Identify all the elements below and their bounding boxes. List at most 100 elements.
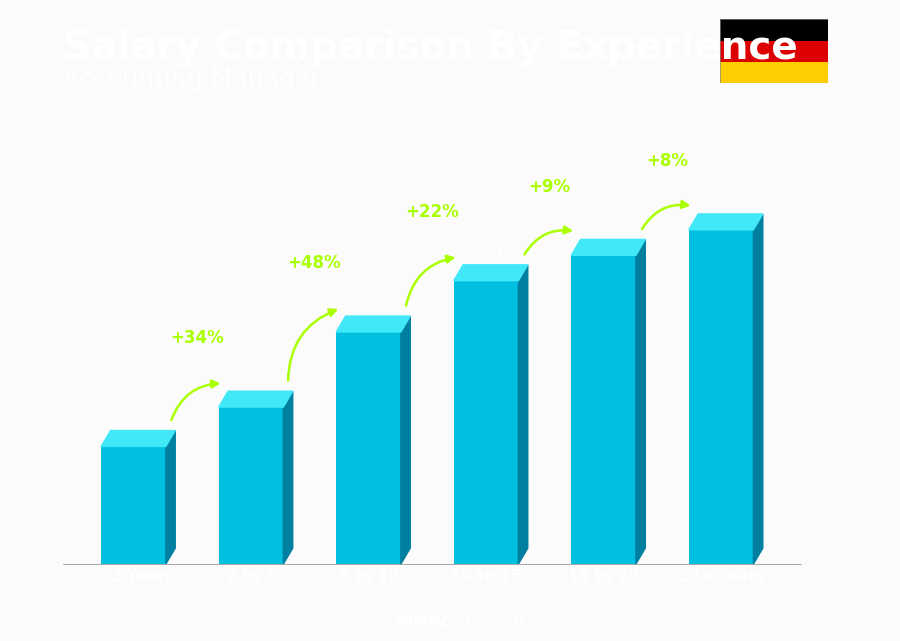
Bar — [0, 250, 900, 256]
Bar — [0, 256, 900, 263]
Bar — [0, 295, 900, 301]
Bar — [0, 487, 900, 494]
Bar — [0, 564, 900, 570]
Polygon shape — [572, 239, 645, 255]
Bar — [0, 45, 900, 51]
Bar — [0, 64, 900, 71]
Bar — [0, 397, 900, 404]
Bar — [0, 160, 900, 167]
Text: +8%: +8% — [646, 152, 688, 171]
Bar — [0, 615, 900, 622]
Bar — [0, 288, 900, 295]
Text: 7,130 EUR: 7,130 EUR — [456, 246, 526, 259]
Bar — [0, 417, 900, 423]
Bar — [0, 96, 900, 103]
Bar — [0, 468, 900, 474]
Bar — [0, 538, 900, 545]
Bar — [0, 327, 900, 333]
Text: 7,770 EUR: 7,770 EUR — [573, 221, 643, 233]
Bar — [0, 449, 900, 455]
Bar — [0, 282, 900, 288]
Bar — [0, 410, 900, 417]
Bar — [0, 179, 900, 186]
Bar — [0, 404, 900, 410]
Bar — [720, 19, 828, 40]
Bar — [0, 320, 900, 327]
Bar — [0, 77, 900, 83]
Text: salaryexplorer.com: salaryexplorer.com — [377, 613, 523, 628]
Text: 5,840 EUR: 5,840 EUR — [338, 297, 408, 310]
Bar — [0, 353, 900, 359]
Bar — [0, 212, 900, 218]
Polygon shape — [454, 265, 527, 281]
Bar — [720, 62, 828, 83]
Bar — [0, 147, 900, 154]
Bar — [0, 603, 900, 609]
Text: +22%: +22% — [405, 203, 459, 221]
Polygon shape — [101, 431, 176, 446]
Bar — [0, 32, 900, 38]
Bar — [0, 391, 900, 397]
Bar — [0, 237, 900, 244]
Text: 8,410 EUR: 8,410 EUR — [691, 195, 760, 208]
Bar — [0, 423, 900, 429]
Bar — [0, 500, 900, 506]
Bar — [0, 192, 900, 199]
Bar — [0, 455, 900, 462]
Polygon shape — [166, 431, 176, 564]
FancyBboxPatch shape — [101, 446, 166, 564]
Bar — [0, 558, 900, 564]
Bar — [0, 218, 900, 224]
Bar — [0, 436, 900, 442]
Bar — [0, 19, 900, 26]
FancyBboxPatch shape — [688, 230, 753, 564]
Bar — [0, 526, 900, 532]
Bar — [0, 205, 900, 212]
Text: +34%: +34% — [170, 329, 224, 347]
Bar — [0, 333, 900, 340]
Bar — [0, 494, 900, 500]
Bar — [0, 51, 900, 58]
Text: 3,950 EUR: 3,950 EUR — [221, 372, 291, 385]
Bar — [0, 378, 900, 385]
Polygon shape — [753, 214, 763, 564]
Bar — [0, 506, 900, 513]
Bar — [0, 6, 900, 13]
Bar — [0, 462, 900, 468]
Bar — [0, 628, 900, 635]
Bar — [0, 269, 900, 276]
Bar — [0, 186, 900, 192]
Bar — [0, 38, 900, 45]
FancyBboxPatch shape — [337, 332, 400, 564]
Bar — [0, 71, 900, 77]
Bar — [0, 570, 900, 577]
Bar — [0, 90, 900, 96]
Bar — [0, 154, 900, 160]
Bar — [0, 635, 900, 641]
Polygon shape — [337, 316, 410, 332]
Bar — [0, 365, 900, 372]
Bar — [0, 622, 900, 628]
Bar — [0, 551, 900, 558]
Bar — [0, 481, 900, 487]
Bar — [0, 128, 900, 135]
Bar — [0, 513, 900, 519]
Bar — [0, 609, 900, 615]
Bar — [0, 372, 900, 378]
Bar — [0, 244, 900, 250]
FancyBboxPatch shape — [219, 407, 284, 564]
Bar — [0, 58, 900, 64]
Bar — [0, 103, 900, 109]
Polygon shape — [219, 391, 292, 407]
Bar — [0, 167, 900, 173]
Bar — [0, 545, 900, 551]
Bar — [0, 442, 900, 449]
Polygon shape — [284, 391, 292, 564]
Bar — [0, 596, 900, 603]
Text: +48%: +48% — [288, 254, 341, 272]
Text: Salary Comparison By Experience: Salary Comparison By Experience — [63, 29, 797, 67]
FancyBboxPatch shape — [572, 255, 636, 564]
Text: salary: salary — [394, 613, 446, 628]
Polygon shape — [400, 316, 410, 564]
Bar — [0, 13, 900, 19]
